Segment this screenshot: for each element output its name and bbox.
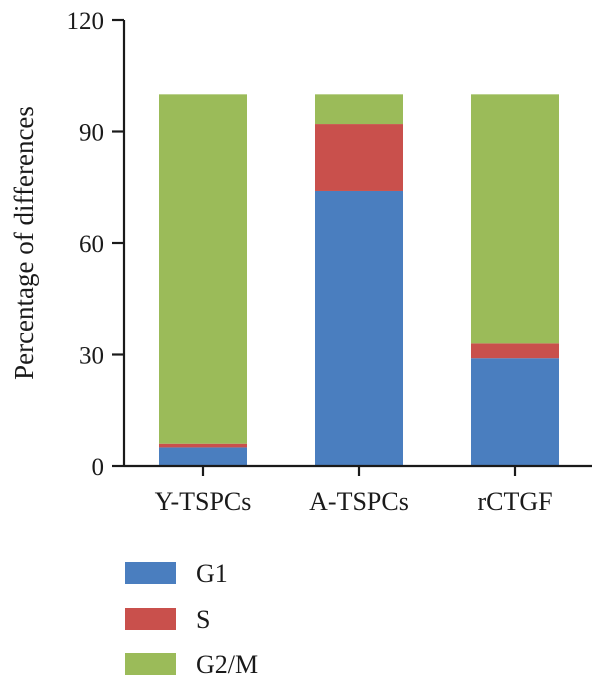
x-axis: Y-TSPCs A-TSPCs rCTGF (124, 464, 592, 516)
y-axis-title: Percentage of differences (9, 106, 39, 380)
y-tick-label: 0 (92, 454, 105, 481)
bar-segment-g2-m-a-tspcs (315, 94, 403, 125)
x-tick-label: Y-TSPCs (155, 487, 252, 516)
y-tick-label: 60 (79, 231, 104, 258)
legend-label-s: S (196, 605, 210, 634)
y-tick-label: 120 (67, 8, 105, 35)
legend-swatch-s (125, 608, 176, 630)
bar-segment-g2-m-rctgf (471, 94, 559, 344)
x-tick-label: A-TSPCs (309, 487, 409, 516)
x-tick-label: rCTGF (477, 487, 552, 516)
bar-segment-s-a-tspcs (315, 124, 403, 191)
bar-segment-s-rctgf (471, 343, 559, 359)
bar-segment-g1-a-tspcs (315, 190, 403, 466)
bar-segment-g2-m-y-tspcs (159, 94, 247, 444)
bar-segment-g1-y-tspcs (159, 447, 247, 466)
y-axis: 0 30 60 90 120 (67, 8, 126, 481)
y-tick-label: 30 (79, 343, 104, 370)
legend-label-g1: G1 (196, 559, 228, 588)
legend-label-g2-m: G2/M (196, 650, 258, 679)
legend-swatch-g1 (125, 562, 176, 584)
bar-segment-g1-rctgf (471, 358, 559, 466)
legend-swatch-g2-m (125, 653, 176, 675)
bars (159, 94, 559, 466)
bar-segment-s-y-tspcs (159, 443, 247, 448)
legend: G1 S G2/M (125, 559, 258, 679)
y-tick-label: 90 (79, 120, 104, 147)
